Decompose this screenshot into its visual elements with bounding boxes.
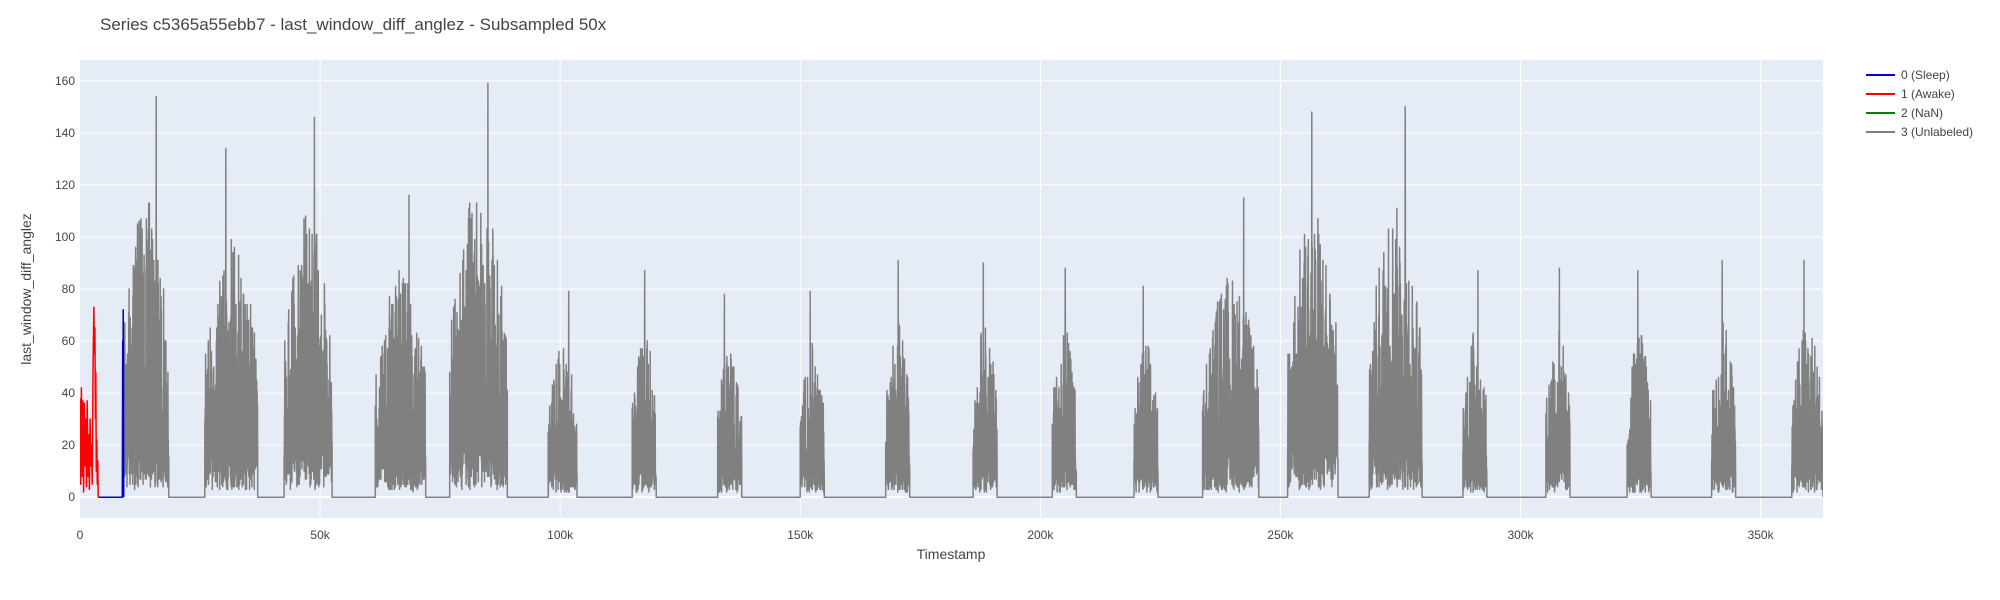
y-tick-label: 140 — [55, 126, 75, 140]
y-tick-label: 120 — [55, 178, 75, 192]
legend-label: 3 (Unlabeled) — [1901, 125, 1973, 139]
y-tick-label: 80 — [62, 282, 76, 296]
y-tick-label: 100 — [55, 230, 75, 244]
x-tick-label: 300k — [1507, 528, 1534, 542]
y-tick-label: 60 — [62, 334, 76, 348]
x-axis-title: Timestamp — [917, 546, 986, 562]
legend-label: 1 (Awake) — [1901, 87, 1955, 101]
x-tick-label: 150k — [787, 528, 814, 542]
legend-label: 2 (NaN) — [1901, 106, 1943, 120]
x-axis-ticks: 0 50k 100k 150k 200k 250k 300k 350k — [77, 528, 1775, 542]
y-axis-ticks: 0 20 40 60 80 100 120 140 160 — [55, 74, 75, 504]
chart-title: Series c5365a55ebb7 - last_window_diff_a… — [100, 15, 607, 34]
x-tick-label: 0 — [77, 528, 84, 542]
y-axis-title: last_window_diff_anglez — [18, 213, 34, 365]
series-line-0 — [98, 309, 125, 498]
x-tick-label: 50k — [310, 528, 330, 542]
y-tick-label: 0 — [68, 490, 75, 504]
x-tick-label: 250k — [1267, 528, 1294, 542]
x-tick-label: 350k — [1748, 528, 1775, 542]
legend: 0 (Sleep) 1 (Awake) 2 (NaN) 3 (Unlabeled) — [1866, 68, 1973, 139]
series-line-3 — [122, 82, 1823, 498]
y-tick-label: 20 — [62, 438, 76, 452]
x-tick-label: 100k — [547, 528, 574, 542]
series-layer — [80, 82, 1823, 498]
x-tick-label: 200k — [1027, 528, 1054, 542]
y-tick-label: 160 — [55, 74, 75, 88]
series-line-1 — [80, 306, 99, 498]
legend-label: 0 (Sleep) — [1901, 68, 1950, 82]
y-tick-label: 40 — [62, 386, 76, 400]
